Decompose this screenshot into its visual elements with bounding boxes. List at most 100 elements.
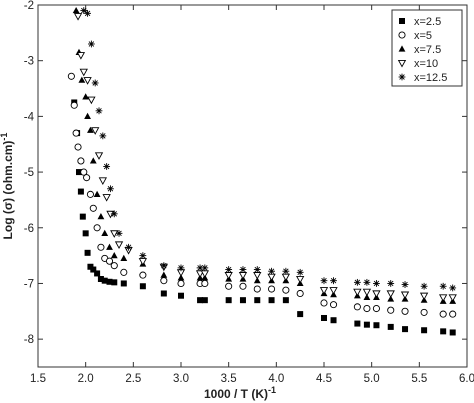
data-point (70, 101, 78, 109)
data-point (103, 163, 111, 170)
legend-label: x=5 (414, 30, 432, 42)
data-point (387, 323, 394, 330)
data-point (80, 168, 88, 176)
legend-label: x=12.5 (414, 72, 447, 84)
data-point (421, 327, 428, 334)
x-tick-label: 6.0 (459, 373, 474, 385)
data-point (160, 271, 168, 278)
data-point (373, 322, 380, 329)
data-point (77, 157, 85, 165)
data-point (106, 278, 113, 285)
data-point (296, 289, 304, 298)
data-point (110, 210, 118, 218)
data-point (120, 280, 127, 287)
y-tick-label: -7 (24, 278, 34, 290)
series-4-points (73, 13, 457, 302)
data-point (297, 311, 304, 318)
data-point (330, 317, 337, 324)
data-point (90, 266, 97, 273)
x-tick-label: 4.5 (316, 373, 332, 385)
data-point (401, 281, 409, 288)
x-tick-label: 1.5 (30, 373, 46, 385)
legend-marker (398, 31, 406, 39)
data-point (102, 194, 111, 202)
data-point (97, 213, 105, 220)
x-axis-label-text: 1000 / T (K) (204, 387, 268, 401)
data-point (254, 297, 261, 304)
data-point (82, 230, 89, 237)
data-point (99, 132, 107, 140)
legend-marker (399, 18, 405, 24)
data-point (95, 107, 103, 115)
y-tick-label: -4 (24, 111, 35, 123)
x-tick-label: 5.0 (364, 373, 380, 385)
data-point (79, 213, 86, 220)
data-point (402, 326, 409, 333)
data-point (320, 277, 328, 285)
data-point (76, 52, 86, 60)
data-point (282, 286, 290, 294)
data-point (106, 210, 115, 219)
y-tick-label: -2 (24, 0, 34, 12)
data-point (387, 306, 395, 314)
data-point (354, 320, 361, 327)
data-point (97, 243, 105, 251)
data-point (239, 282, 247, 290)
data-point (160, 277, 168, 285)
plot-frame (37, 4, 468, 368)
series-5-points (80, 7, 457, 292)
data-point (239, 266, 247, 273)
data-point (448, 294, 457, 302)
y-tick-label: -8 (24, 334, 34, 346)
data-point (449, 329, 456, 336)
data-point (320, 299, 328, 307)
data-point (362, 288, 372, 297)
data-point (93, 190, 101, 197)
data-point (178, 292, 184, 299)
data-point (225, 266, 233, 273)
data-point (86, 190, 94, 198)
data-point (77, 188, 84, 195)
data-point (84, 112, 91, 119)
data-point (160, 290, 167, 297)
data-point (110, 230, 119, 238)
data-point (139, 252, 147, 260)
data-point (91, 79, 99, 87)
data-point (329, 287, 338, 295)
data-point (91, 127, 100, 135)
legend-label: x=2.5 (414, 16, 441, 28)
series-2-points (67, 72, 457, 318)
data-point (296, 275, 305, 284)
data-point (387, 295, 395, 302)
data-point (253, 277, 261, 284)
data-point (353, 288, 362, 297)
data-point (225, 282, 233, 290)
data-point (101, 229, 109, 236)
data-point (253, 266, 261, 273)
data-point (83, 174, 91, 182)
y-tick-label: -5 (24, 167, 34, 179)
x-tick-label: 2.0 (78, 373, 94, 385)
data-point (353, 303, 361, 311)
data-point (197, 297, 204, 304)
data-point (111, 279, 118, 286)
data-point (74, 143, 82, 151)
data-point (419, 292, 429, 301)
data-point (201, 297, 208, 304)
data-point (372, 290, 381, 299)
data-point (89, 157, 97, 164)
data-point (177, 279, 185, 288)
data-point (420, 282, 428, 290)
data-point (115, 229, 123, 237)
data-point (107, 185, 114, 193)
y-axis-label: Log (σ) (ohm.cm)-1 (0, 133, 15, 240)
data-point (72, 129, 80, 137)
x-axis-ticks: 1.5 2.0 2.5 3.0 3.5 4.0 4.5 5.0 5.5 6.0 (30, 5, 474, 385)
y-tick-label: -6 (24, 223, 34, 235)
data-point (120, 268, 128, 276)
data-point (80, 7, 88, 14)
data-point (110, 252, 118, 259)
legend-marker (398, 73, 406, 81)
data-point (363, 304, 371, 313)
data-point (160, 262, 168, 270)
